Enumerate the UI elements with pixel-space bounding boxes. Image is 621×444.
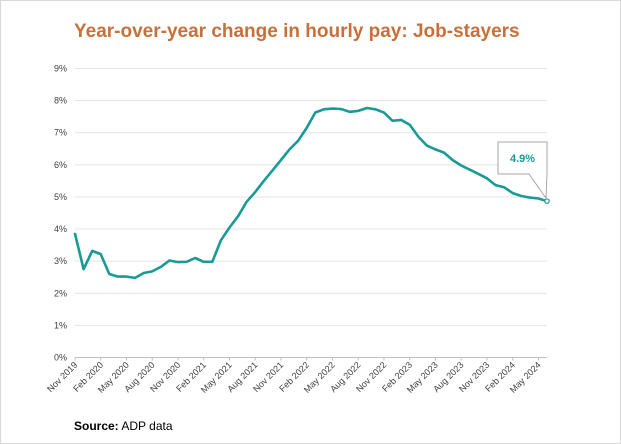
source-value: ADP data xyxy=(121,419,173,433)
y-tick-label: 3% xyxy=(54,256,67,266)
end-value-callout: 4.9% xyxy=(497,141,548,200)
y-tick-label: 9% xyxy=(54,64,67,74)
source-label: Source: xyxy=(74,419,119,433)
y-axis: 0% 1% 2% 3% 4% 5% 6% 7% 8% 9% xyxy=(54,64,67,363)
y-tick-label: 1% xyxy=(54,320,67,330)
callout-box xyxy=(497,141,548,200)
gridlines xyxy=(75,68,547,358)
y-tick-label: 7% xyxy=(54,128,67,138)
y-tick-label: 4% xyxy=(54,224,67,234)
source-note: Source: ADP data xyxy=(74,419,173,433)
chart-title: Year-over-year change in hourly pay: Job… xyxy=(74,21,520,42)
end-point-marker xyxy=(544,198,550,204)
plot-area xyxy=(73,106,550,280)
series-line xyxy=(73,106,549,280)
y-tick-label: 6% xyxy=(54,160,67,170)
y-tick-label: 0% xyxy=(54,353,67,363)
y-tick-label: 2% xyxy=(54,288,67,298)
y-tick-label: 8% xyxy=(54,96,67,106)
y-tick-label: 5% xyxy=(54,192,67,202)
callout-label: 4.9% xyxy=(510,153,535,165)
